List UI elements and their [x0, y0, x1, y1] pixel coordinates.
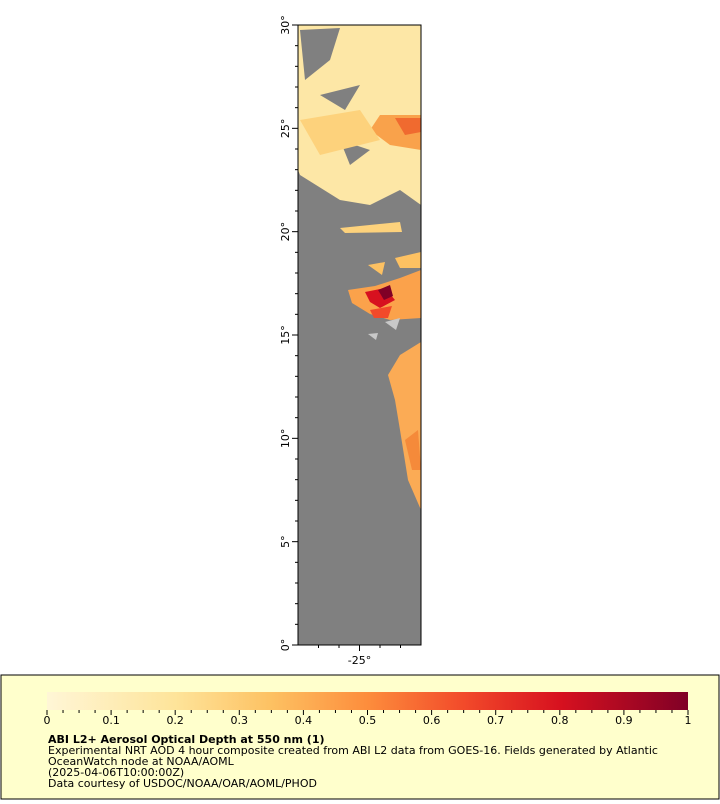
legend-line: Experimental NRT AOD 4 hour composite cr…	[48, 744, 658, 757]
lat-tick-label: 30°	[279, 15, 292, 35]
colorbar-tick-label: 0.2	[166, 714, 184, 727]
legend-line: Data courtesy of USDOC/NOAA/OAR/AOML/PHO…	[48, 777, 317, 790]
colorbar-tick-label: 0.1	[102, 714, 120, 727]
colorbar-tick-label: 0.9	[615, 714, 633, 727]
colorbar-tick-label: 0.5	[359, 714, 377, 727]
colorbar-tick-label: 0.4	[295, 714, 313, 727]
lat-tick-label: 10°	[279, 429, 292, 449]
map	[297, 24, 422, 646]
colorbar-tick-label: 0.3	[231, 714, 249, 727]
colorbar-tick-label: 0.8	[551, 714, 569, 727]
lat-tick-label: 5°	[279, 535, 292, 548]
colorbar-tick-label: 0.6	[423, 714, 441, 727]
colorbar-tick-label: 1	[685, 714, 692, 727]
lat-tick-label: 25°	[279, 119, 292, 139]
legend-title: ABI L2+ Aerosol Optical Depth at 550 nm …	[48, 733, 325, 746]
lon-tick-label: -25°	[348, 654, 371, 667]
lat-tick-label: 15°	[279, 325, 292, 345]
colorbar-tick-label: 0	[44, 714, 51, 727]
legend-line: OceanWatch node at NOAA/AOML	[48, 755, 235, 768]
lat-tick-label: 0°	[279, 639, 292, 652]
colorbar-tick-label: 0.7	[487, 714, 505, 727]
aerosol-field	[298, 25, 421, 510]
lat-tick-label: 20°	[279, 222, 292, 242]
colorbar	[47, 692, 688, 710]
legend-line: (2025-04-06T10:00:00Z)	[48, 766, 184, 779]
